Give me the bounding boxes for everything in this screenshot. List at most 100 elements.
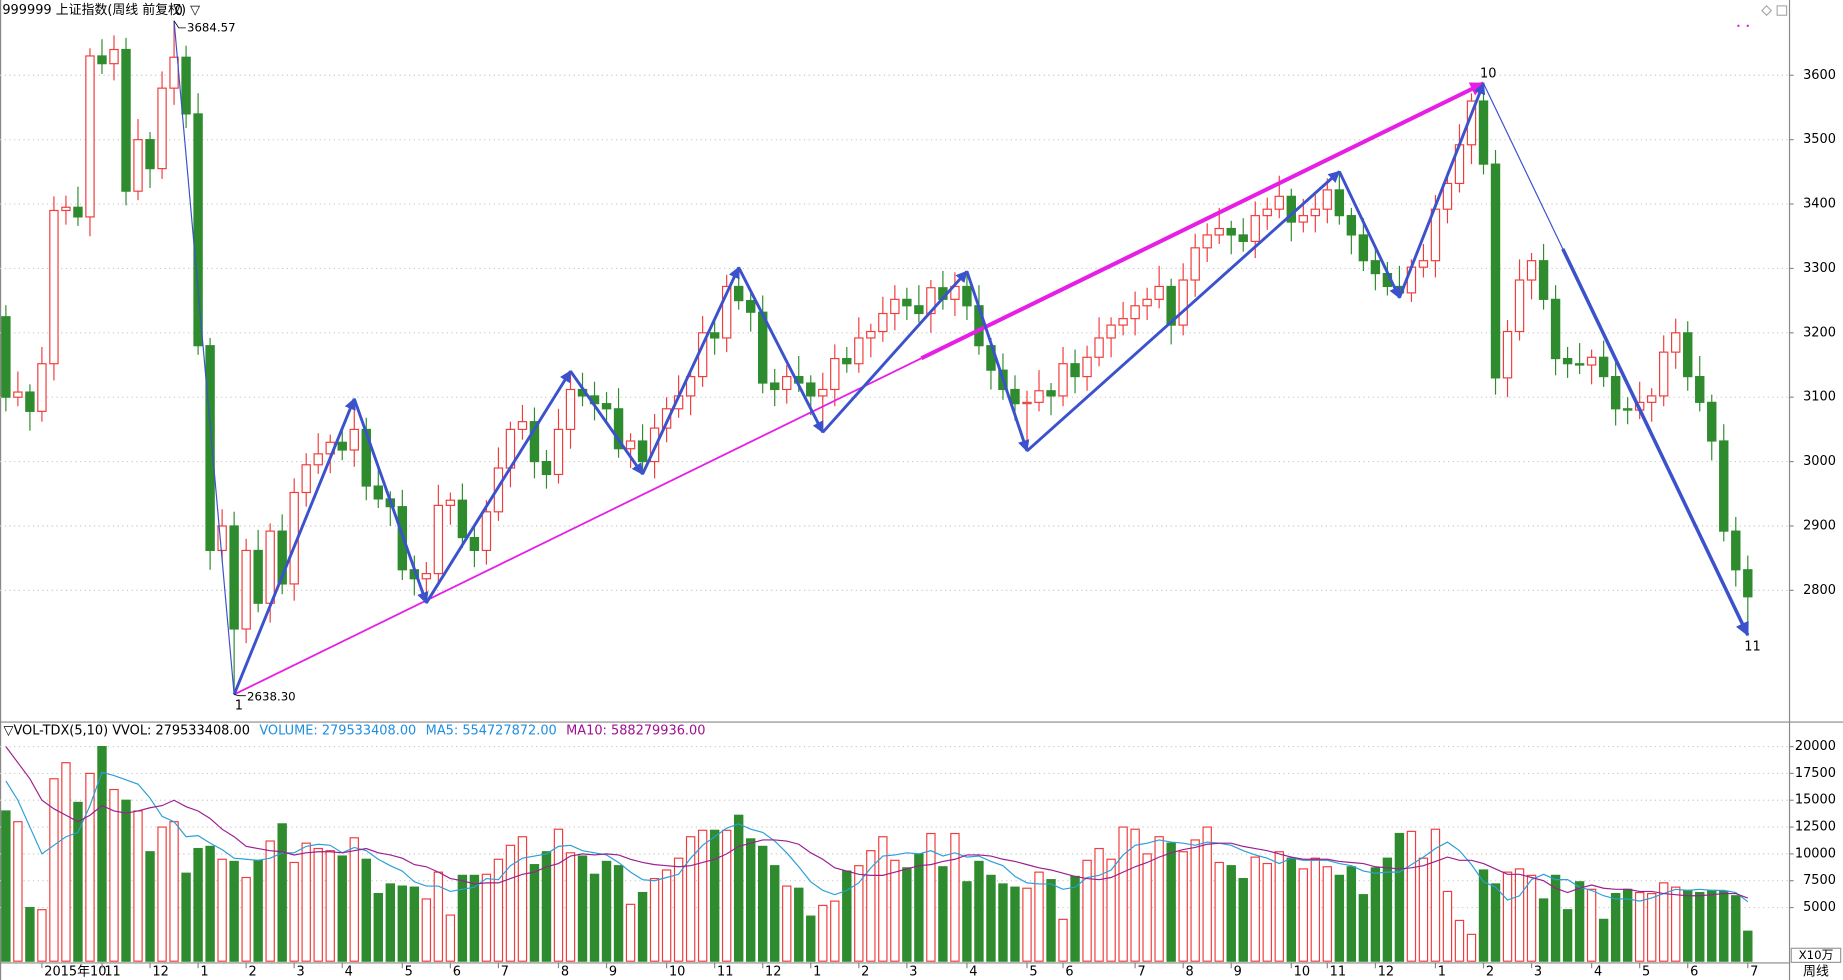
x-tick-label: 6 bbox=[453, 964, 461, 979]
volume-bar bbox=[577, 855, 588, 962]
candle-body bbox=[1166, 285, 1176, 326]
candle-body bbox=[337, 441, 347, 451]
volume-bar bbox=[385, 883, 396, 962]
candle-body bbox=[121, 48, 131, 192]
candle-body bbox=[1070, 363, 1080, 378]
candle-body bbox=[709, 332, 720, 339]
x-tick-label: 4 bbox=[345, 964, 353, 979]
candle-body bbox=[733, 285, 744, 302]
trend-line bbox=[920, 81, 1485, 361]
volume-bar bbox=[1370, 867, 1381, 962]
y-tick-label: 10000 bbox=[1795, 846, 1836, 861]
candle-body bbox=[157, 87, 167, 170]
volume-bar bbox=[1574, 881, 1585, 962]
zigzag-line bbox=[173, 20, 235, 695]
candle-body bbox=[625, 440, 636, 450]
zigzag-line bbox=[232, 397, 356, 696]
candle-body bbox=[13, 391, 23, 398]
volume-bar bbox=[649, 877, 660, 962]
candle-body bbox=[1334, 189, 1345, 217]
candle-body bbox=[1250, 215, 1260, 242]
candle-body bbox=[1442, 182, 1453, 210]
indicator-header: ▽VOL-TDX(5,10) VVOL: 279533408.00 bbox=[4, 723, 250, 738]
volume-bar bbox=[37, 909, 47, 962]
candle-body bbox=[481, 511, 492, 552]
icon[interactable] bbox=[1776, 5, 1788, 16]
volume-bar bbox=[169, 821, 179, 962]
volume-bar bbox=[1658, 882, 1669, 962]
volume-bar bbox=[97, 746, 107, 962]
candle-body bbox=[1274, 195, 1284, 210]
candle-body bbox=[37, 363, 47, 412]
candle-body bbox=[661, 408, 672, 429]
zigzag-line bbox=[569, 370, 644, 476]
candle-body bbox=[217, 525, 227, 552]
pivot-hook bbox=[234, 694, 246, 697]
candle-body bbox=[818, 388, 828, 397]
volume-bar bbox=[1322, 866, 1333, 962]
volume-bar bbox=[842, 870, 852, 962]
candle-body bbox=[433, 504, 444, 575]
candle-body bbox=[301, 464, 311, 494]
volume-bar bbox=[1671, 886, 1681, 962]
candle-body bbox=[1226, 227, 1236, 236]
candle-body bbox=[1, 316, 11, 398]
candle-body bbox=[229, 525, 239, 630]
volume-bar bbox=[409, 886, 420, 962]
candle-body bbox=[782, 376, 792, 391]
candle-body bbox=[181, 56, 191, 115]
volume-bar bbox=[1538, 898, 1549, 962]
pivot-hook bbox=[173, 20, 186, 29]
volume-bar bbox=[986, 874, 996, 962]
volume-bar bbox=[133, 810, 143, 962]
zigzag-line bbox=[1398, 82, 1486, 299]
zigzag-line bbox=[1561, 248, 1750, 637]
candle-body bbox=[145, 139, 155, 170]
y-tick-label: 3100 bbox=[1803, 390, 1836, 405]
volume-bar bbox=[1094, 847, 1104, 962]
volume-bar bbox=[1058, 918, 1068, 962]
volume-bar bbox=[1226, 865, 1236, 962]
y-tick-label: 5000 bbox=[1803, 900, 1836, 915]
volume-bar bbox=[938, 866, 948, 962]
volume-bar bbox=[565, 852, 576, 962]
candle-body bbox=[565, 388, 576, 430]
volume-bar bbox=[1622, 888, 1633, 962]
candle-body bbox=[49, 209, 59, 365]
candle-body bbox=[1490, 163, 1501, 379]
volume-bar bbox=[289, 861, 299, 962]
chart-title: 999999 上证指数(周线 前复权) ▽ bbox=[2, 2, 200, 18]
x-tick-label: 9 bbox=[609, 964, 617, 979]
volume-bar bbox=[1106, 858, 1116, 962]
candle-body bbox=[1646, 395, 1657, 403]
volume-bar bbox=[1454, 919, 1465, 962]
volume-bar bbox=[445, 914, 456, 962]
candle-body bbox=[553, 428, 564, 476]
volume-bar bbox=[1731, 895, 1741, 962]
volume-bar bbox=[890, 859, 900, 962]
volume-bar bbox=[205, 845, 215, 962]
x-tick-label: 7 bbox=[501, 964, 509, 979]
y-tick-label: 2900 bbox=[1803, 518, 1836, 533]
volume-bar bbox=[830, 900, 840, 962]
indicator-header: MA10: 588279936.00 bbox=[566, 723, 705, 738]
x-tick-label: 12 bbox=[765, 964, 781, 979]
volume-bar bbox=[1274, 851, 1284, 962]
x-tick-label: 1 bbox=[813, 964, 821, 979]
candle-body bbox=[866, 330, 876, 339]
volume-bar bbox=[685, 836, 696, 962]
y-tick-label: 3000 bbox=[1803, 454, 1836, 469]
x-tick-label: 8 bbox=[1186, 964, 1194, 979]
volume-bar bbox=[73, 801, 83, 962]
x-tick-label: 5 bbox=[1029, 964, 1037, 979]
volume-bar bbox=[974, 860, 984, 962]
x-tick-label: 11 bbox=[1330, 964, 1346, 979]
candle-body bbox=[25, 391, 35, 412]
volume-bar bbox=[301, 842, 311, 962]
candle-body bbox=[457, 499, 468, 539]
icon[interactable] bbox=[1761, 5, 1773, 17]
candle-body bbox=[902, 298, 912, 307]
volume-bar bbox=[625, 903, 636, 962]
